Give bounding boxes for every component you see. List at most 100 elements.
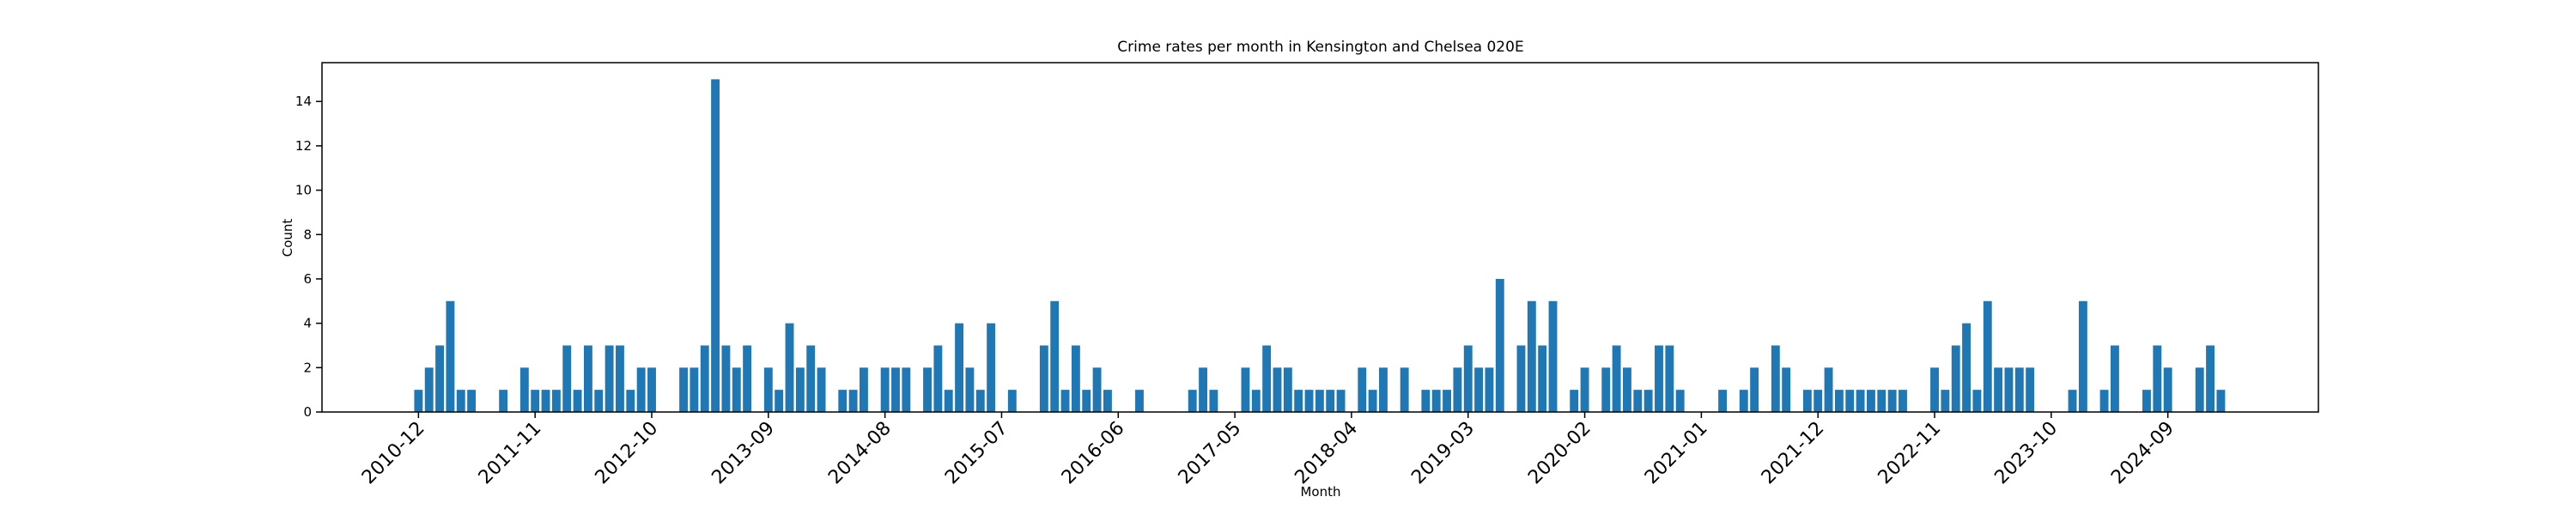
bar [817,367,826,412]
bar [700,345,709,412]
bar [1856,390,1865,412]
bar [1771,345,1780,412]
bar [1824,367,1833,412]
bar [594,390,604,412]
bar [721,345,731,412]
bar [2068,390,2077,412]
bar [860,367,868,412]
bar [1750,367,1759,412]
bar [2142,390,2151,412]
y-tick-label: 6 [303,271,312,287]
bar [1103,390,1112,412]
bar [679,367,688,412]
bar [1007,390,1017,412]
bar [1814,390,1823,412]
bar [1050,300,1060,412]
bar [785,323,794,412]
bar [605,345,614,412]
bar [1071,345,1080,412]
bar [467,390,477,412]
bar [1251,390,1261,412]
y-axis-label: Count [280,219,295,258]
bar [923,367,932,412]
y-tick-label: 2 [303,360,312,375]
bar [1474,367,1484,412]
bar [551,390,561,412]
bar [1951,345,1960,412]
bar [1453,367,1462,412]
bar [1983,300,1992,412]
bar [690,367,699,412]
bar [1495,278,1504,412]
bar [1538,345,1547,412]
bar [965,367,975,412]
bar [541,390,550,412]
bar [1516,345,1526,412]
bar [1782,367,1791,412]
bar [880,367,890,412]
bar [2099,390,2109,412]
bar [1199,367,1208,412]
bar [1294,390,1303,412]
bar [1655,345,1663,412]
bar [732,367,741,412]
bar [2026,367,2035,412]
bar [1304,390,1314,412]
bar [562,345,572,412]
y-tick-label: 0 [303,404,312,420]
bar [1845,390,1855,412]
bar [1368,390,1377,412]
bar [1601,367,1611,412]
bar [424,367,434,412]
bar [848,390,858,412]
y-tick-label: 4 [303,316,312,331]
bar [626,390,635,412]
bar [1443,390,1451,412]
bar [1431,390,1441,412]
bar [1930,367,1939,412]
bar [583,345,592,412]
bar [1209,390,1218,412]
bar [933,345,943,412]
bar [2004,367,2014,412]
bar [647,367,656,412]
bar [1485,367,1494,412]
bar [1643,390,1653,412]
bar [1315,390,1324,412]
bar [987,323,996,412]
bar [616,345,624,412]
bar [2195,367,2204,412]
bar [1802,390,1812,412]
bar [1283,367,1292,412]
bar [891,367,900,412]
bar [1941,390,1950,412]
bar [2110,345,2119,412]
bar [1994,367,2003,412]
bar [1570,390,1579,412]
bar [955,323,964,412]
bar [1336,390,1346,412]
bar [1082,390,1091,412]
bar [1887,390,1897,412]
bar [1262,345,1272,412]
bar [975,390,985,412]
bar [838,390,848,412]
bar [1867,390,1875,412]
bar [902,367,911,412]
plot-frame [321,62,2319,413]
y-tick-label: 12 [295,138,312,154]
bar [2163,367,2172,412]
bar [1326,390,1335,412]
bar [1400,367,1409,412]
bar [499,390,508,412]
bar [1358,367,1367,412]
bar [1899,390,1907,412]
bar [1739,390,1748,412]
bar [944,390,953,412]
bar [1962,323,1971,412]
bar [711,79,720,412]
bar [2206,345,2215,412]
bar [2014,367,2024,412]
